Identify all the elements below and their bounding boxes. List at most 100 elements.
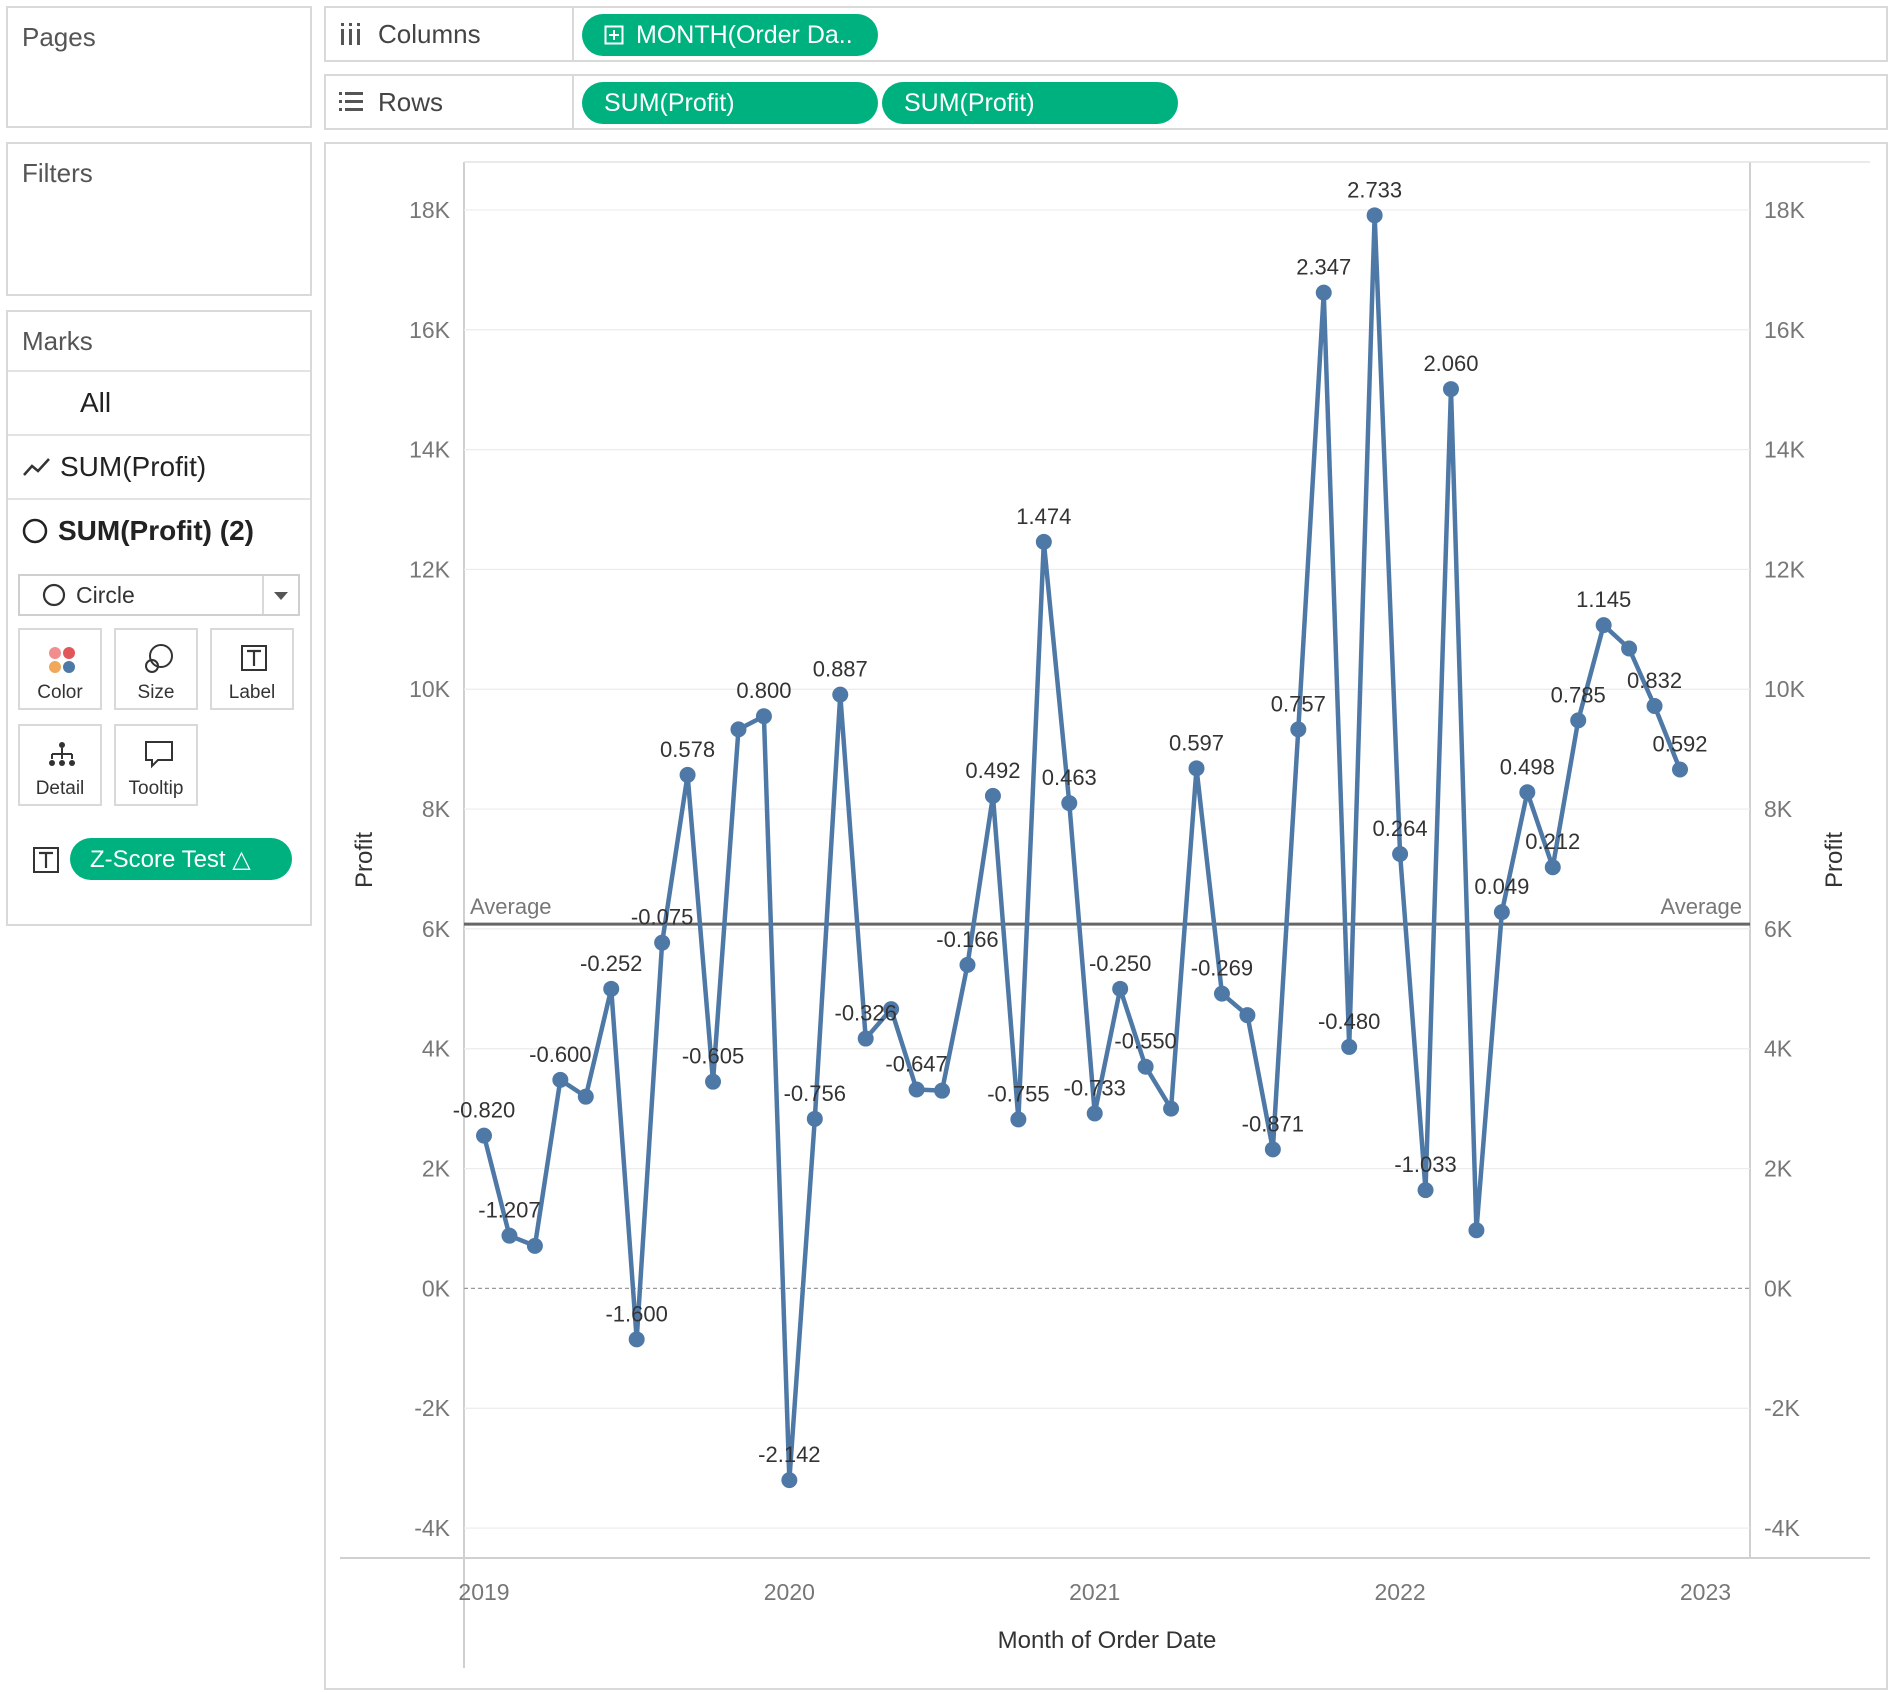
- y-tick-label-right: 6K: [1764, 916, 1793, 942]
- z-score-data-label: -0.756: [784, 1081, 846, 1106]
- rows-pill-sum-profit-2[interactable]: SUM(Profit): [882, 82, 1178, 124]
- z-score-data-label: 0.498: [1500, 754, 1555, 779]
- label-field-pill[interactable]: Z-Score Test △: [70, 838, 292, 880]
- data-point: [1290, 721, 1307, 738]
- rows-pill-sum-profit-1[interactable]: SUM(Profit): [582, 82, 878, 124]
- average-label-left: Average: [470, 894, 552, 919]
- y-tick-label-right: 18K: [1764, 197, 1806, 223]
- color-button[interactable]: Color: [18, 628, 102, 710]
- marks-layer-1-tab[interactable]: SUM(Profit): [8, 434, 310, 498]
- data-point: [1519, 784, 1536, 801]
- mark-type-dropdown[interactable]: Circle: [18, 574, 300, 616]
- data-point: [1544, 859, 1561, 876]
- y-axis-title-right: Profit: [1821, 832, 1848, 888]
- y-tick-label-left: 10K: [409, 676, 451, 702]
- z-score-data-label: -0.605: [682, 1044, 744, 1069]
- z-score-data-label: -0.252: [580, 951, 642, 976]
- columns-label-text: Columns: [378, 18, 481, 49]
- z-score-data-label: 0.049: [1474, 874, 1529, 899]
- data-point: [577, 1088, 594, 1105]
- marks-layer-2-label: SUM(Profit) (2): [58, 515, 254, 546]
- z-score-data-label: -0.166: [936, 927, 998, 952]
- dropdown-divider: [262, 576, 264, 614]
- data-point: [1035, 533, 1052, 550]
- y-tick-label-right: 8K: [1764, 796, 1793, 822]
- z-score-data-label: 0.887: [813, 657, 868, 682]
- tooltip-button[interactable]: Tooltip: [114, 724, 198, 806]
- profit-line-chart[interactable]: 18K 18K 16K 16K 14K 14K 12K 12K 10K 10K 8K 8K 6K 6K 4K…: [326, 144, 1886, 1688]
- rows-shelf-label: Rows: [326, 76, 574, 128]
- z-score-data-label: 0.800: [736, 678, 791, 703]
- data-point: [705, 1073, 722, 1090]
- data-point: [755, 708, 772, 725]
- z-score-data-label: -0.647: [885, 1051, 947, 1076]
- marks-layer-1-label: SUM(Profit): [60, 451, 207, 482]
- z-score-data-label: 0.785: [1551, 682, 1606, 707]
- size-button[interactable]: Size: [114, 628, 198, 710]
- x-axis-title: Month of Order Date: [998, 1627, 1217, 1654]
- z-score-data-label: 0.492: [965, 758, 1020, 783]
- color-button-label: Color: [37, 682, 83, 703]
- data-point: [984, 787, 1001, 804]
- marks-all-label: All: [80, 387, 112, 418]
- data-point: [526, 1237, 543, 1254]
- data-point: [1417, 1182, 1434, 1199]
- marks-layer-2-tab[interactable]: SUM(Profit) (2): [8, 498, 310, 562]
- columns-shelf-label: Columns: [326, 8, 574, 60]
- z-score-data-label: 2.060: [1423, 351, 1478, 376]
- y-tick-label-left: 18K: [409, 197, 451, 223]
- mark-type-value: Circle: [76, 581, 135, 608]
- z-score-data-label: -0.269: [1191, 956, 1253, 981]
- z-score-data-label: 2.733: [1347, 177, 1402, 202]
- data-point: [1468, 1222, 1485, 1239]
- z-score-data-label: -0.480: [1318, 1009, 1380, 1034]
- y-tick-label-left: -4K: [414, 1515, 450, 1541]
- filters-panel[interactable]: Filters: [6, 142, 312, 296]
- z-score-data-label: -1.600: [605, 1301, 667, 1326]
- data-point: [1442, 381, 1459, 398]
- z-score-data-label: -0.326: [835, 1001, 897, 1026]
- z-score-data-label: 0.832: [1627, 668, 1682, 693]
- data-point: [603, 980, 620, 997]
- label-button[interactable]: Label: [210, 628, 294, 710]
- z-score-data-label: 2.347: [1296, 255, 1351, 280]
- data-point: [1621, 640, 1638, 657]
- data-point: [1595, 617, 1612, 634]
- size-icon: [145, 644, 173, 673]
- x-tick-label: 2020: [764, 1579, 815, 1605]
- data-point: [730, 721, 747, 738]
- chart-panel: 18K 18K 16K 16K 14K 14K 12K 12K 10K 10K 8K 8K 6K 6K 4K…: [324, 142, 1888, 1690]
- rows-shelf[interactable]: Rows SUM(Profit) SUM(Profit): [324, 74, 1888, 130]
- columns-pill-text: MONTH(Order Da..: [636, 20, 853, 49]
- rows-pill-1-text: SUM(Profit): [604, 88, 735, 117]
- data-point: [1315, 284, 1332, 301]
- columns-pill-month-order-date[interactable]: MONTH(Order Da..: [582, 14, 878, 56]
- detail-button[interactable]: Detail: [18, 724, 102, 806]
- marks-all-tab[interactable]: All: [8, 370, 310, 434]
- label-button-label: Label: [228, 682, 276, 703]
- data-point: [883, 1001, 900, 1018]
- pages-panel: Pages: [6, 6, 312, 128]
- data-point: [1112, 980, 1129, 997]
- data-point: [654, 934, 671, 951]
- pages-title: Pages: [22, 22, 96, 52]
- data-point: [1264, 1141, 1281, 1158]
- data-point: [1137, 1058, 1154, 1075]
- y-tick-label-right: -4K: [1764, 1515, 1800, 1541]
- size-button-label: Size: [137, 682, 175, 703]
- z-score-data-label: 0.757: [1271, 691, 1326, 716]
- expand-plus-icon: [604, 25, 624, 45]
- columns-shelf[interactable]: Columns MONTH(Order Da..: [324, 6, 1888, 62]
- filters-title: Filters: [22, 158, 93, 188]
- x-tick-label: 2021: [1069, 1579, 1120, 1605]
- y-tick-label-left: -2K: [414, 1395, 450, 1421]
- data-point: [1061, 795, 1078, 812]
- data-point: [1188, 760, 1205, 777]
- marks-title: Marks: [22, 326, 93, 356]
- z-score-data-label: 0.592: [1652, 732, 1707, 757]
- y-tick-label-left: 12K: [409, 556, 451, 582]
- chevron-down-icon: [274, 592, 288, 600]
- data-point: [1646, 698, 1663, 715]
- y-tick-label-right: 4K: [1764, 1036, 1793, 1062]
- y-tick-label-left: 8K: [422, 796, 451, 822]
